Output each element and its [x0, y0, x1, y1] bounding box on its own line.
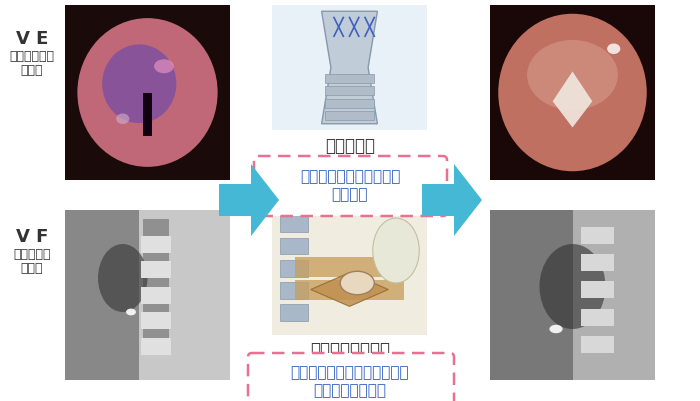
Ellipse shape — [154, 59, 174, 73]
Ellipse shape — [98, 244, 148, 312]
Ellipse shape — [607, 43, 620, 54]
Bar — [141, 261, 171, 278]
Ellipse shape — [102, 45, 176, 123]
Polygon shape — [553, 71, 592, 128]
Ellipse shape — [550, 325, 563, 333]
Bar — [280, 282, 307, 299]
Bar — [325, 86, 374, 95]
Bar — [581, 282, 614, 298]
Text: V F: V F — [16, 228, 48, 246]
Bar — [65, 5, 230, 180]
Bar — [143, 219, 169, 354]
Ellipse shape — [372, 218, 419, 283]
Ellipse shape — [126, 309, 136, 316]
Bar — [272, 205, 427, 335]
Bar — [141, 286, 171, 304]
Bar — [325, 111, 374, 120]
Bar — [295, 280, 404, 300]
Bar — [65, 210, 230, 380]
Ellipse shape — [78, 18, 218, 167]
Bar — [581, 227, 614, 244]
Bar — [65, 210, 139, 380]
Bar — [141, 312, 171, 329]
Text: 筋肉を切開します: 筋肉を切開します — [314, 383, 386, 398]
Bar — [141, 338, 171, 354]
Text: V E: V E — [16, 30, 48, 48]
Bar — [490, 210, 655, 380]
Polygon shape — [311, 273, 389, 306]
Polygon shape — [422, 164, 482, 236]
Ellipse shape — [527, 40, 618, 110]
Text: （嚥下造影: （嚥下造影 — [13, 248, 50, 261]
Polygon shape — [321, 11, 377, 124]
Bar — [141, 235, 171, 253]
Text: のどの閉まっているところの: のどの閉まっているところの — [290, 365, 410, 380]
Ellipse shape — [116, 113, 130, 124]
Text: 輪状甲状膜切開術: 輪状甲状膜切開術 — [310, 341, 390, 359]
Bar — [295, 257, 404, 277]
Bar — [280, 237, 307, 254]
FancyBboxPatch shape — [254, 156, 447, 216]
Bar — [581, 254, 614, 271]
Text: 保ちます: 保ちます — [332, 187, 368, 202]
Text: 検査）: 検査） — [21, 64, 43, 77]
FancyBboxPatch shape — [248, 353, 454, 401]
Bar — [272, 5, 427, 130]
Polygon shape — [219, 164, 279, 236]
Bar — [490, 5, 655, 180]
Bar — [490, 210, 573, 380]
Text: 喉頭挙上術: 喉頭挙上術 — [325, 137, 375, 155]
Ellipse shape — [540, 244, 606, 329]
Ellipse shape — [498, 14, 647, 171]
Bar — [581, 309, 614, 326]
Bar — [325, 74, 374, 83]
Bar — [280, 259, 307, 277]
Bar — [280, 215, 307, 232]
Text: のど仏が上がった状態を: のど仏が上がった状態を — [300, 169, 400, 184]
Bar — [280, 304, 307, 321]
Bar — [325, 99, 374, 107]
Bar — [581, 336, 614, 353]
Text: （嚥下内視鏡: （嚥下内視鏡 — [10, 50, 55, 63]
Text: 検査）: 検査） — [21, 262, 43, 275]
Bar — [143, 93, 153, 136]
Ellipse shape — [340, 271, 374, 295]
